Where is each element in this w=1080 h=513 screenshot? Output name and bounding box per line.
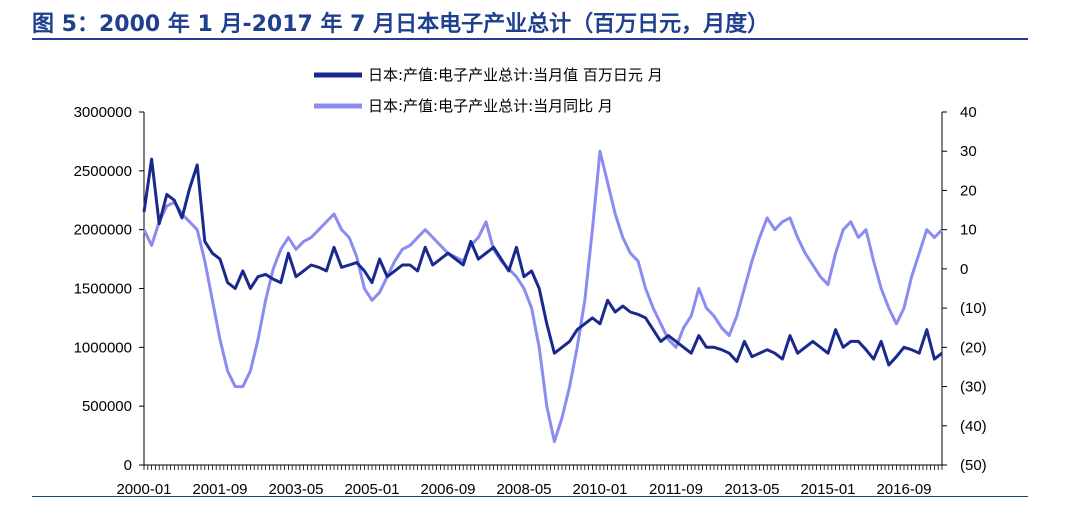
- x-tick-label: 2016-09: [876, 481, 931, 498]
- title-divider: [32, 38, 1028, 40]
- x-tick-label: 2001-09: [192, 481, 247, 498]
- legend-label-yoy: 日本:产值:电子产业总计:当月同比 月: [368, 97, 613, 115]
- x-tick-label: 2008-05: [496, 481, 551, 498]
- y-right-tick-label: (50): [960, 457, 987, 474]
- y-right-tick-label: 0: [960, 261, 968, 278]
- y-left-tick-label: 3000000: [74, 104, 132, 121]
- x-tick-label: 2005-01: [344, 481, 399, 498]
- tick-labels: 0 500000 1000000 1500000 2000000 2500000 30000…: [74, 104, 987, 498]
- x-tick-label: 2006-09: [420, 481, 475, 498]
- y-left-tick-label: 2000000: [74, 222, 132, 239]
- y-left-tick-label: 1000000: [74, 339, 132, 356]
- y-left-tick-label: 500000: [82, 398, 132, 415]
- series-lines: [142, 149, 944, 443]
- x-tick-label: 2011-09: [649, 481, 703, 498]
- y-right-tick-label: 20: [960, 182, 977, 199]
- x-tick-label: 2000-01: [116, 481, 171, 498]
- axes: [139, 111, 947, 470]
- bottom-divider: [32, 496, 1028, 497]
- y-left-tick-label: 1500000: [74, 281, 132, 298]
- y-left-tick-label: 2500000: [74, 163, 132, 180]
- y-right-tick-label: 30: [960, 143, 977, 160]
- x-tick-label: 2015-01: [800, 481, 855, 498]
- y-right-tick-label: 10: [960, 222, 977, 239]
- chart-title: 图 5：2000 年 1 月-2017 年 7 月日本电子产业总计（百万日元，月…: [32, 12, 770, 37]
- y-right-tick-label: 40: [960, 104, 977, 121]
- series-line-value: [142, 157, 943, 367]
- x-tick-label: 2003-05: [268, 481, 323, 498]
- x-tick-label: 2013-05: [724, 481, 779, 498]
- legend-label-value: 日本:产值:电子产业总计:当月值 百万日元 月: [368, 66, 663, 84]
- legend: 日本:产值:电子产业总计:当月值 百万日元 月 日本:产值:电子产业总计:当月同…: [314, 66, 663, 115]
- y-right-tick-label: (30): [960, 379, 987, 396]
- series-line-yoy: [142, 149, 944, 443]
- y-left-tick-label: 0: [124, 457, 132, 474]
- y-right-tick-label: (20): [960, 339, 987, 356]
- y-right-tick-label: (40): [960, 418, 987, 435]
- y-right-tick-label: (10): [960, 300, 987, 317]
- x-tick-label: 2010-01: [572, 481, 627, 498]
